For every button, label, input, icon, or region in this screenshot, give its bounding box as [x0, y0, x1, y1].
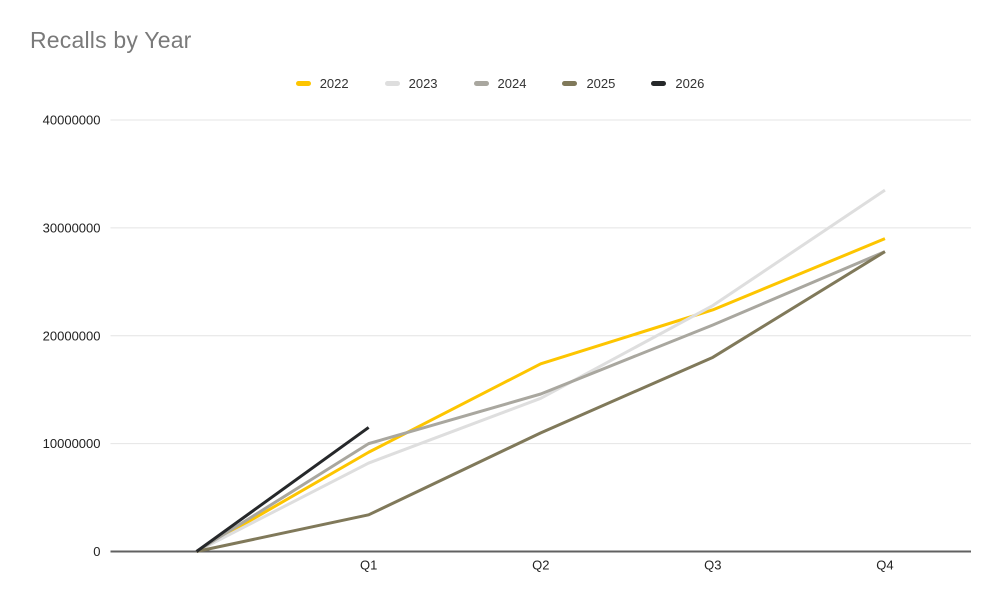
x-axis-tick-label: Q2: [532, 558, 549, 573]
legend-label: 2024: [497, 76, 527, 91]
legend-swatch-2025: [562, 81, 578, 86]
legend-item-2024: 2024: [473, 76, 527, 91]
x-axis-tick-label: Q1: [360, 558, 377, 573]
x-axis-tick-label: Q4: [876, 558, 893, 573]
legend-label: 2026: [675, 76, 705, 91]
series-line-2022: [195, 237, 886, 553]
series-line-2026: [195, 426, 370, 553]
legend-item-2023: 2023: [384, 76, 438, 91]
y-axis-tick-label: 20000000: [43, 328, 101, 343]
series-line-2023: [195, 188, 886, 553]
legend-item-2026: 2026: [651, 76, 704, 91]
legend-item-2022: 2022: [295, 76, 349, 91]
series-line-2025: [196, 250, 886, 553]
legend-item-2025: 2025: [562, 76, 615, 91]
legend-label: 2025: [586, 76, 616, 91]
y-axis-tick-label: 30000000: [43, 220, 101, 235]
y-axis-tick-label: 0: [93, 544, 100, 559]
x-axis-tick-label: Q3: [704, 558, 721, 573]
y-axis-tick-label: 40000000: [43, 113, 101, 128]
legend-swatch-2024: [473, 81, 489, 86]
legend-swatch-2022: [295, 81, 311, 86]
legend-label: 2022: [319, 76, 349, 91]
legend-swatch-2023: [384, 81, 400, 86]
y-axis-tick-label: 10000000: [43, 436, 101, 451]
legend-label: 2023: [408, 76, 438, 91]
chart-title: Recalls by Year: [30, 27, 192, 53]
legend-swatch-2026: [651, 81, 667, 86]
series-line-2024: [195, 250, 886, 553]
legend: 2022 2023 2024 2025 2026: [0, 76, 1000, 91]
